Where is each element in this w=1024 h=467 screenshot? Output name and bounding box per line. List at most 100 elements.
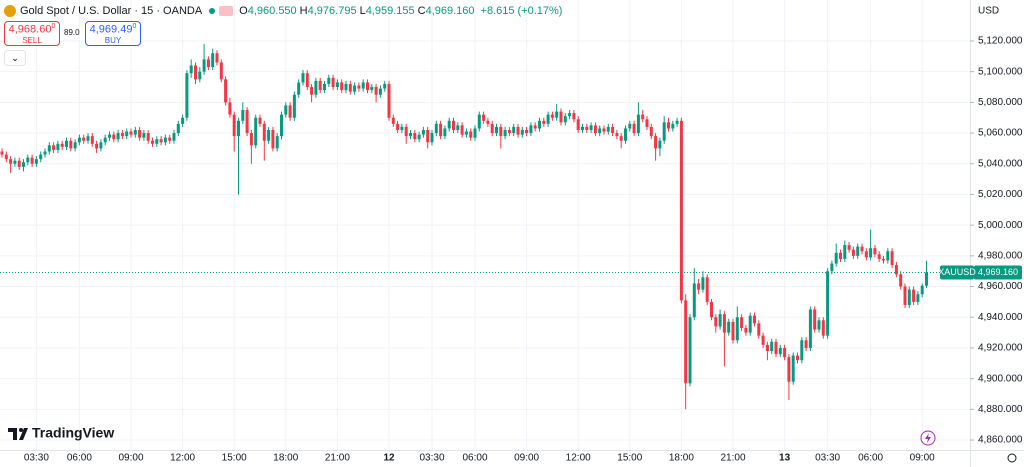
candle-body bbox=[224, 79, 228, 103]
candle-body bbox=[430, 133, 434, 143]
change: +8.615 (+0.17%) bbox=[480, 5, 563, 17]
ohlc-key: C bbox=[417, 5, 426, 17]
candle-body bbox=[17, 160, 21, 167]
y-tick-label: 4,980.000 bbox=[978, 250, 1023, 261]
candle-body bbox=[796, 355, 799, 361]
y-tick-label: 5,080.000 bbox=[978, 97, 1023, 108]
logo: TradingView bbox=[8, 425, 114, 441]
sell-tail[interactable]: 0 bbox=[51, 23, 56, 30]
candle-body bbox=[417, 134, 421, 140]
x-tick-label: 03:30 bbox=[815, 453, 840, 464]
candle-body bbox=[473, 128, 477, 138]
candle-body bbox=[533, 125, 537, 129]
x-tick-label: 12:00 bbox=[170, 453, 195, 464]
candle-body bbox=[920, 285, 924, 295]
candle-body bbox=[705, 277, 709, 302]
candle-body bbox=[56, 143, 60, 150]
y-tick-label: 4,920.000 bbox=[978, 343, 1023, 354]
candle-body bbox=[284, 105, 288, 115]
currency: USD bbox=[978, 6, 999, 17]
candle-body bbox=[275, 136, 279, 149]
candle-body bbox=[47, 145, 51, 152]
x-tick-label: 06:00 bbox=[858, 453, 883, 464]
candle-body bbox=[761, 335, 765, 345]
candle-body bbox=[366, 82, 369, 91]
candle-body bbox=[555, 111, 559, 118]
candle-body bbox=[400, 126, 404, 130]
candle-body bbox=[245, 110, 249, 134]
candle-body bbox=[808, 309, 812, 348]
price-tag-symbol: XAUUSD bbox=[938, 267, 976, 277]
sell-label[interactable]: SELL bbox=[22, 35, 42, 45]
lightning-icon[interactable] bbox=[925, 433, 931, 443]
candle-body bbox=[443, 128, 447, 137]
candle-body bbox=[237, 120, 240, 137]
candle-body bbox=[546, 114, 550, 124]
candle-body bbox=[267, 129, 271, 141]
candle-body bbox=[305, 73, 309, 88]
candle-body bbox=[90, 136, 94, 144]
candle-body bbox=[314, 80, 318, 95]
candle-body bbox=[529, 125, 533, 134]
candle-body bbox=[636, 114, 640, 134]
candle-body bbox=[890, 251, 894, 266]
buy-tail[interactable]: 0 bbox=[132, 23, 137, 30]
candle-body bbox=[99, 142, 103, 149]
candle-body bbox=[662, 122, 666, 141]
candle-body bbox=[722, 314, 726, 333]
y-tick-label: 5,100.000 bbox=[978, 66, 1023, 77]
candle-body bbox=[301, 73, 305, 83]
candle-body bbox=[572, 113, 576, 120]
x-tick-label: 15:00 bbox=[617, 453, 642, 464]
candle-body bbox=[13, 160, 17, 164]
candle-body bbox=[727, 321, 731, 333]
candle-body bbox=[456, 125, 460, 130]
sell-button[interactable]: 4,968.600 SELL bbox=[4, 21, 60, 46]
candle-body bbox=[877, 254, 881, 259]
candle-body bbox=[86, 136, 90, 141]
candle-body bbox=[834, 252, 838, 264]
candle-body bbox=[22, 162, 25, 167]
candle-body bbox=[882, 258, 885, 261]
candle-body bbox=[391, 117, 395, 124]
candle-body bbox=[701, 277, 705, 290]
candle-body bbox=[826, 271, 830, 336]
candle-body bbox=[159, 139, 163, 143]
candle-body bbox=[581, 126, 584, 130]
candle-body bbox=[129, 131, 133, 135]
collapse-button[interactable]: ⌄ bbox=[4, 50, 26, 66]
x-tick-label: 09:00 bbox=[118, 453, 143, 464]
candle-body bbox=[0, 151, 4, 155]
candle-body bbox=[9, 159, 13, 164]
candle-body bbox=[189, 65, 193, 74]
candle-body bbox=[138, 129, 142, 138]
candle-body bbox=[374, 87, 378, 95]
buy-button[interactable]: 4,969.490 BUY bbox=[85, 21, 141, 46]
candle-body bbox=[172, 133, 176, 141]
sell-price[interactable]: 4,968.60 bbox=[8, 23, 52, 36]
candle-body bbox=[434, 123, 438, 134]
candle-body bbox=[202, 59, 206, 72]
header: Gold Spot / U.S. Dollar · 15 · OANDA O4,… bbox=[4, 1, 565, 21]
candle-body bbox=[318, 80, 322, 91]
candle-body bbox=[297, 82, 301, 95]
candle-body bbox=[851, 249, 855, 256]
buy-label[interactable]: BUY bbox=[104, 35, 122, 45]
lightning-button[interactable] bbox=[920, 430, 936, 446]
buy-price[interactable]: 4,969.49 bbox=[89, 23, 133, 36]
candle-body bbox=[804, 340, 808, 348]
candle-body bbox=[585, 126, 589, 130]
candle-body bbox=[624, 128, 627, 141]
candle-body bbox=[288, 105, 292, 118]
candle-body bbox=[413, 133, 417, 140]
symbol: Gold Spot / U.S. Dollar · 15 · OANDA bbox=[20, 5, 203, 17]
candle-body bbox=[249, 133, 253, 146]
candle-body bbox=[232, 114, 236, 137]
candle-body bbox=[228, 102, 232, 115]
candle-body bbox=[718, 314, 722, 327]
candle-body bbox=[757, 323, 761, 336]
candle-body bbox=[641, 114, 645, 120]
settings-icon[interactable] bbox=[1007, 453, 1017, 463]
candle-body bbox=[168, 137, 172, 141]
candle-body bbox=[262, 123, 266, 141]
